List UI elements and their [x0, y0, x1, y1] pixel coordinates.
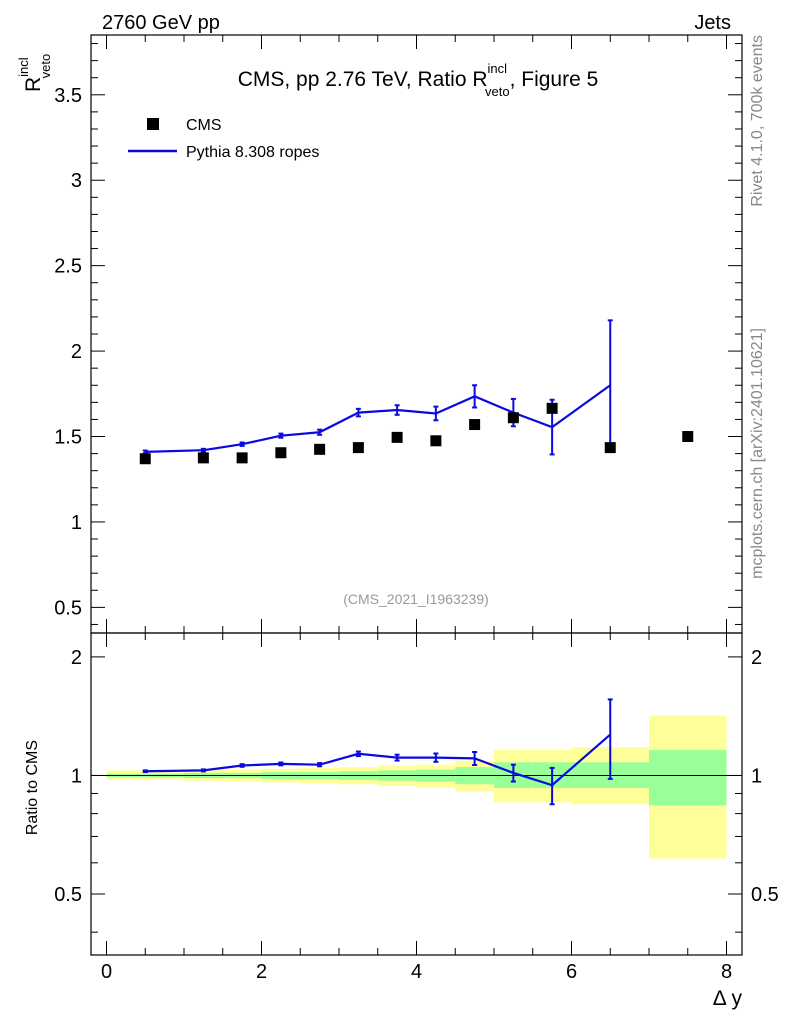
legend-marker-cms [147, 118, 159, 130]
cms-data-point [352, 442, 364, 454]
ratio-y-tick-label-right: 0.5 [751, 884, 779, 906]
plot-title-suffix: , Figure 5 [510, 68, 599, 91]
uncertainty-band-inner [649, 750, 727, 806]
cms-data-point [139, 453, 151, 465]
analysis-watermark: (CMS_2021_I1963239) [343, 591, 489, 607]
y-axis-label-sub: veto [38, 54, 53, 79]
cms-data-point [430, 435, 442, 447]
cms-data-point [682, 431, 694, 443]
uncertainty-bands [91, 715, 742, 859]
cms-data-point [604, 442, 616, 454]
y-tick-label: 2.5 [54, 256, 82, 278]
cms-data-point [507, 412, 519, 424]
x-axis-label: Δ y [713, 987, 743, 1010]
y-axis-label-main: R [22, 77, 45, 92]
cms-data-point [391, 431, 403, 443]
y-tick-label: 1 [71, 512, 82, 534]
cms-data-point [546, 402, 558, 414]
data-marks [139, 319, 694, 806]
y-axis-label: Rincl veto [16, 54, 53, 92]
cms-data-point [469, 419, 481, 431]
y-tick-label: 3.5 [54, 85, 82, 107]
legend-label-cms: CMS [186, 117, 222, 134]
x-tick-label: 8 [721, 961, 732, 983]
cms-data-point [275, 447, 287, 459]
ratio-y-tick-label-right: 2 [751, 647, 762, 669]
x-tick-label: 2 [256, 961, 267, 983]
header-process-label: Jets [694, 12, 731, 34]
y-tick-label: 3 [71, 170, 82, 192]
y-tick-label: 0.5 [54, 597, 82, 619]
plot-title-sub: veto [485, 84, 510, 99]
x-tick-label: 4 [411, 961, 422, 983]
y-tick-label: 2 [71, 341, 82, 363]
cms-data-point [314, 443, 326, 455]
rivet-version-label: Rivet 4.1.0, 700k events [749, 35, 766, 207]
ratio-y-tick-label-left: 0.5 [54, 884, 82, 906]
mcplots-source-label: mcplots.cern.ch [arXiv:2401.10621] [749, 328, 766, 579]
ratio-y-tick-label-left: 1 [71, 765, 82, 787]
x-tick-label: 6 [566, 961, 577, 983]
plot-title: CMS, pp 2.76 TeV, Ratio Rincl veto, Figur… [238, 61, 599, 99]
cms-data-point [197, 452, 209, 464]
ratio-y-axis-label: Ratio to CMS [24, 740, 41, 835]
pythia-series-line [145, 384, 611, 453]
plot-title-sup: incl [488, 61, 508, 76]
legend: CMS Pythia 8.308 ropes [128, 117, 319, 161]
header-energy-label: 2760 GeV pp [102, 12, 220, 34]
y-tick-label: 1.5 [54, 427, 82, 449]
y-axis-label-sup: incl [16, 57, 31, 77]
x-tick-label: 0 [101, 961, 112, 983]
legend-label-pythia: Pythia 8.308 ropes [186, 144, 319, 161]
ratio-y-tick-label-left: 2 [71, 647, 82, 669]
cms-data-point [236, 452, 248, 464]
axis-ticks: 0 2 4 6 8 0.5 1 1.5 2 2.5 3 3.5 0.5 0.5 1 1 2 2 [54, 35, 779, 983]
plot-title-main: CMS, pp 2.76 TeV, Ratio R [238, 68, 488, 91]
ratio-series-line [145, 733, 611, 787]
ratio-y-tick-label-right: 1 [751, 765, 762, 787]
